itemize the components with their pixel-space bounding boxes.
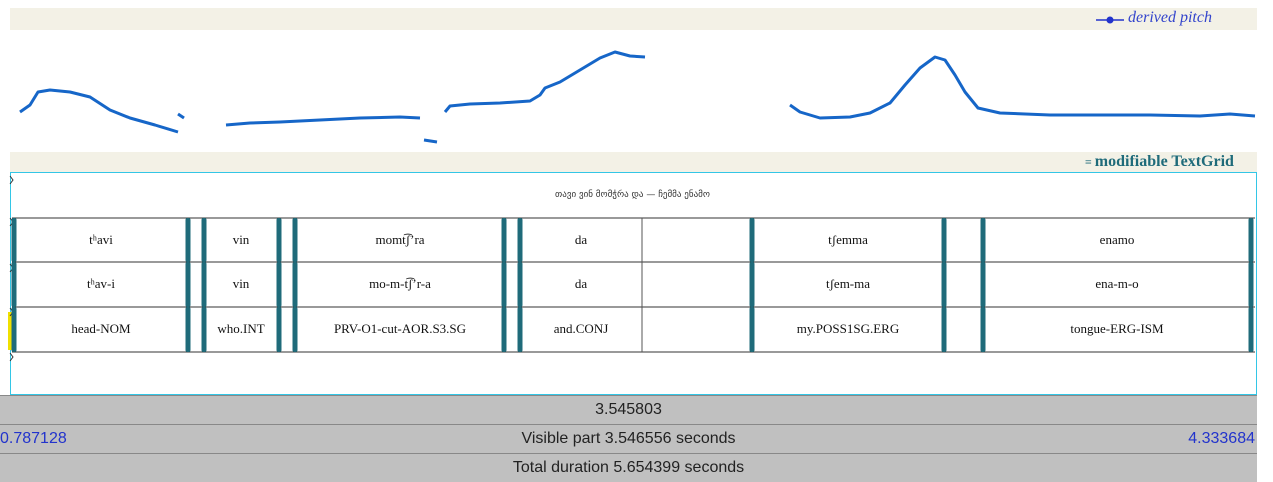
textgrid-title: modifiable TextGrid: [1094, 153, 1234, 170]
boundary: [185, 307, 191, 352]
boundary: [185, 262, 191, 307]
boundary: [501, 307, 507, 352]
visible-part: Visible part 3.546556 seconds: [521, 430, 736, 447]
interval-label[interactable]: momt͡ʃʼra: [375, 232, 425, 247]
cursor-time[interactable]: 3.545803: [0, 395, 1257, 424]
visible-end: 4.333684: [1188, 430, 1255, 447]
boundary: [749, 218, 755, 262]
boundary: [201, 307, 207, 352]
interval-label[interactable]: PRV-O1-cut-AOR.S3.SG: [333, 321, 467, 336]
interval-label[interactable]: ena-m-o: [1095, 276, 1139, 291]
interval-label[interactable]: enamo: [1099, 232, 1135, 247]
selection-marker: [8, 312, 13, 350]
interval-label[interactable]: and.CONJ: [553, 321, 609, 336]
legend-symbol: [1096, 16, 1124, 24]
boundary: [517, 262, 523, 307]
boundary: [749, 307, 755, 352]
boundary: [980, 262, 986, 307]
boundary: [292, 307, 298, 352]
boundary: [1248, 218, 1254, 262]
boundary: [201, 262, 207, 307]
interval-label[interactable]: da: [574, 276, 588, 291]
boundary: [1248, 307, 1254, 352]
boundary: [517, 307, 523, 352]
boundary: [11, 307, 17, 352]
interval-label[interactable]: my.POSS1SG.ERG: [796, 321, 900, 336]
boundary: [276, 262, 282, 307]
boundary: [980, 307, 986, 352]
interval-label[interactable]: tʰavi: [89, 232, 113, 247]
tier-arrow: [9, 352, 14, 362]
cursor-value: 3.545803: [595, 401, 662, 418]
boundary: [292, 262, 298, 307]
textgrid-header: [10, 152, 1257, 172]
boundary: [749, 262, 755, 307]
boundary: [11, 262, 17, 307]
boundary: [941, 262, 947, 307]
boundary: [941, 218, 947, 262]
visible-bar[interactable]: 0.787128 Visible part 3.546556 seconds 4…: [0, 424, 1257, 453]
boundary: [1248, 262, 1254, 307]
boundary: [292, 218, 298, 262]
interval-label[interactable]: head-NOM: [71, 321, 131, 336]
boundary: [517, 218, 523, 262]
boundary: [501, 262, 507, 307]
interval-label[interactable]: tʃem-ma: [825, 276, 871, 291]
sentence: თავი ვინ მომჭრა და — ჩემმა ენამო: [555, 190, 710, 200]
visible-start: 0.787128: [0, 430, 67, 447]
textgrid-area: [10, 172, 1257, 395]
interval-label[interactable]: tongue-ERG-ISM: [1070, 321, 1164, 336]
interval-label[interactable]: tʰav-i: [87, 276, 115, 291]
total-duration: Total duration 5.654399 seconds: [512, 459, 745, 476]
boundary: [185, 218, 191, 262]
interval-label[interactable]: vin: [232, 276, 250, 291]
boundary: [941, 307, 947, 352]
tiers: [9, 175, 1255, 362]
boundary: [276, 218, 282, 262]
interval-label[interactable]: who.INT: [217, 321, 265, 336]
pitch-header: [10, 8, 1257, 30]
interval-label[interactable]: tʃemma: [828, 232, 868, 247]
pitch-curve: [19, 50, 1256, 144]
pitch-legend: derived pitch: [1128, 9, 1212, 26]
boundary: [11, 218, 17, 262]
interval-label[interactable]: vin: [232, 232, 250, 247]
textgrid-label: ≡ modifiable TextGrid: [1085, 153, 1234, 170]
boundary: [276, 307, 282, 352]
tier-arrow: [9, 175, 14, 185]
boundary: [501, 218, 507, 262]
boundary: [980, 218, 986, 262]
boundary: [201, 218, 207, 262]
interval-label[interactable]: da: [574, 232, 588, 247]
total-bar[interactable]: Total duration 5.654399 seconds: [0, 453, 1257, 482]
interval-label[interactable]: mo-m-t͡ʃʼr-a: [369, 276, 431, 291]
